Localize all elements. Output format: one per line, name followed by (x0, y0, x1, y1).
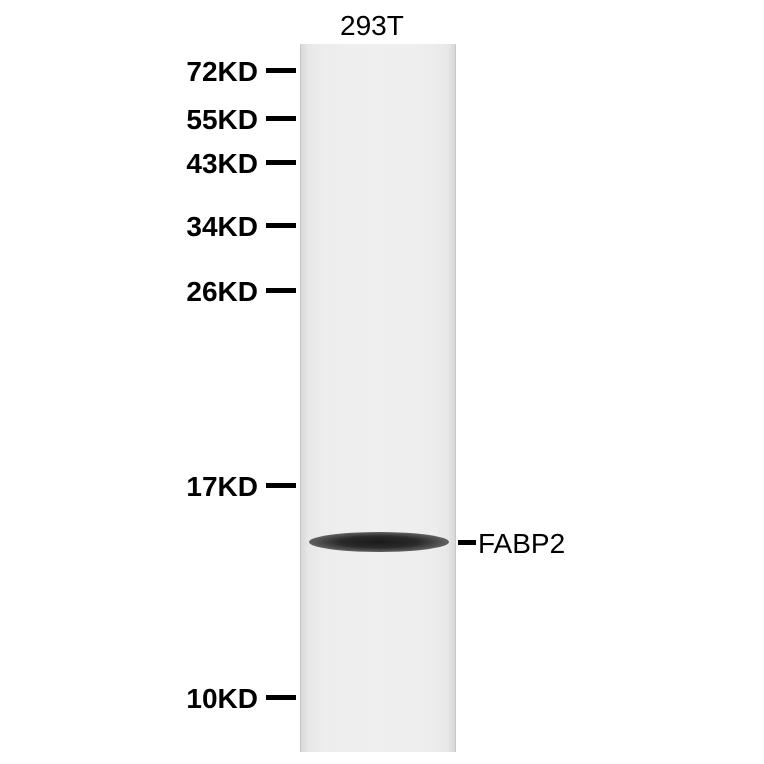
blot-lane (300, 44, 456, 752)
mw-marker-tick (266, 160, 296, 165)
protein-label: FABP2 (478, 528, 565, 560)
protein-band (309, 532, 449, 552)
mw-marker-tick (266, 116, 296, 121)
mw-marker-tick (266, 695, 296, 700)
mw-marker-tick (266, 223, 296, 228)
mw-marker-label: 34KD (148, 211, 258, 243)
lane-label: 293T (340, 10, 404, 42)
mw-marker-tick (266, 68, 296, 73)
mw-marker-label: 55KD (148, 104, 258, 136)
mw-marker-tick (266, 288, 296, 293)
mw-marker-label: 43KD (148, 148, 258, 180)
mw-marker-tick (266, 483, 296, 488)
mw-marker-label: 17KD (148, 471, 258, 503)
protein-label-tick (458, 540, 476, 545)
mw-marker-label: 72KD (148, 56, 258, 88)
mw-marker-label: 10KD (148, 683, 258, 715)
mw-marker-label: 26KD (148, 276, 258, 308)
